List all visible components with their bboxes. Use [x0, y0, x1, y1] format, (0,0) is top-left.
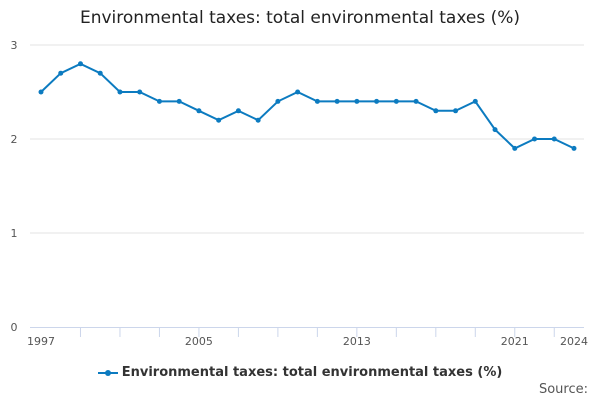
x-tick-label: 2024: [560, 335, 588, 348]
data-point: [413, 98, 419, 104]
data-point: [374, 98, 380, 104]
data-point: [295, 89, 301, 95]
data-point: [453, 108, 459, 114]
data-point: [77, 61, 83, 67]
data-point: [137, 89, 143, 95]
data-point: [571, 145, 577, 151]
x-tick-label: 2013: [343, 335, 371, 348]
data-point: [512, 145, 518, 151]
y-tick-label: 2: [11, 133, 18, 146]
source-label: Source:: [538, 382, 588, 397]
data-point: [532, 136, 538, 142]
data-point: [393, 98, 399, 104]
data-point: [472, 98, 478, 104]
x-tick-label: 2005: [185, 335, 213, 348]
data-point: [275, 98, 281, 104]
data-point: [235, 108, 241, 114]
legend[interactable]: Environmental taxes: total environmental…: [0, 365, 600, 380]
data-point: [433, 108, 439, 114]
data-point: [492, 127, 498, 133]
chart-title: Environmental taxes: total environmental…: [79, 8, 520, 28]
data-point: [196, 108, 202, 114]
data-point: [334, 98, 340, 104]
x-tick-label: 2021: [501, 335, 529, 348]
y-tick-label: 0: [11, 321, 18, 334]
data-point: [38, 89, 44, 95]
legend-marker: [97, 369, 118, 376]
data-point: [314, 98, 320, 104]
data-point: [354, 98, 360, 104]
data-point: [176, 98, 182, 104]
x-tick-label: 1997: [27, 335, 55, 348]
y-tick-label: 3: [11, 39, 18, 52]
series-line: [40, 62, 575, 150]
data-point: [255, 117, 261, 123]
data-point: [156, 98, 162, 104]
data-point: [551, 136, 557, 142]
y-tick-label: 1: [11, 227, 18, 240]
data-point: [97, 70, 103, 76]
legend-label: Environmental taxes: total environmental…: [121, 365, 503, 380]
data-point: [58, 70, 64, 76]
data-point: [117, 89, 123, 95]
data-point: [216, 117, 222, 123]
